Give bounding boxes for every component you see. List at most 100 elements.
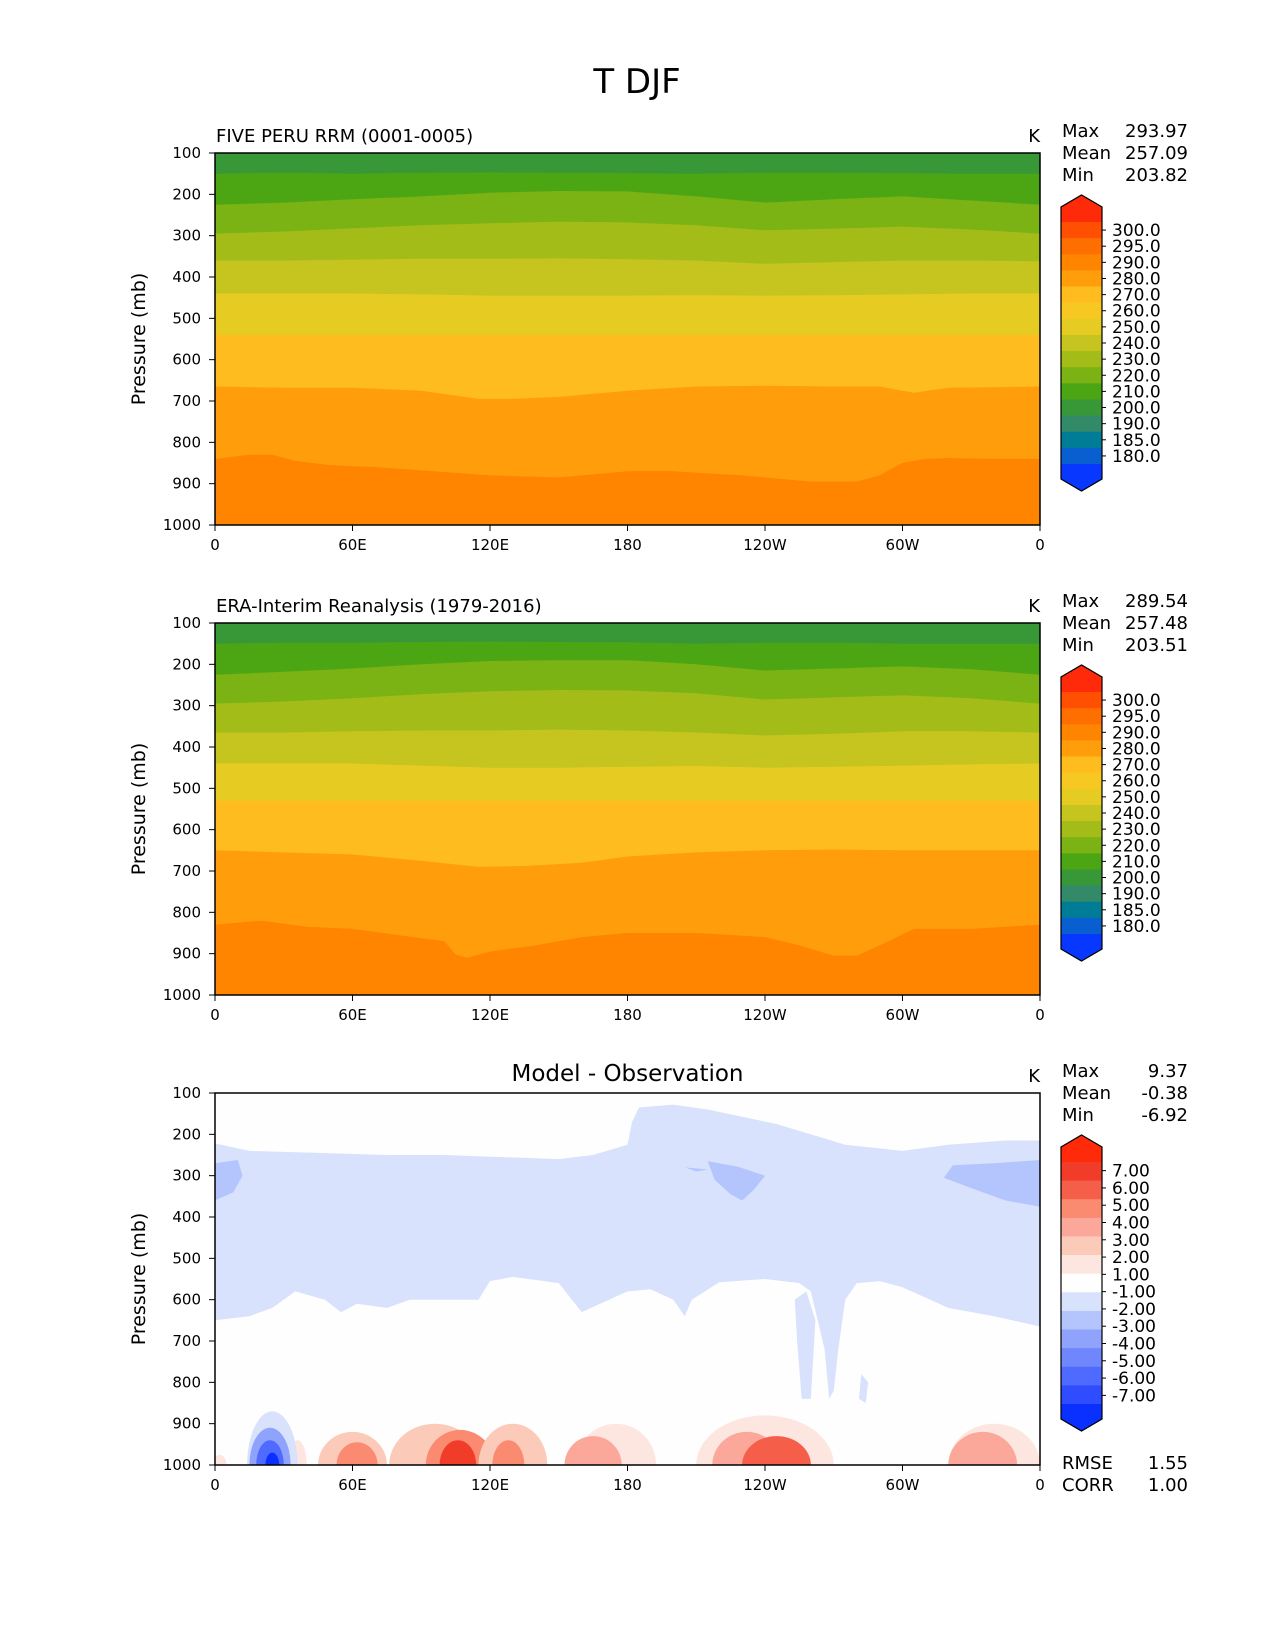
x-tick-label: 0: [210, 536, 220, 554]
y-tick-label: 700: [172, 1332, 201, 1350]
colorbar-swatch: [1061, 270, 1102, 288]
stat-value: -0.38: [1141, 1083, 1188, 1104]
stat-label: Max: [1062, 591, 1100, 612]
y-tick-label: 200: [172, 655, 201, 673]
y-tick-label: 300: [172, 697, 201, 715]
x-tick-label: 60E: [338, 1006, 367, 1024]
colorbar-extend-max: [1061, 195, 1102, 222]
x-tick-label: 60E: [338, 1476, 367, 1494]
stat-value: 289.54: [1125, 591, 1188, 612]
x-tick-label: 120W: [743, 536, 787, 554]
contour-blob: [742, 1436, 811, 1465]
colorbar-label: -3.00: [1112, 1317, 1156, 1337]
plot-area: [215, 1093, 1040, 1465]
contour-band: [859, 1374, 869, 1403]
units-label: K: [1028, 596, 1041, 617]
y-tick-label: 900: [172, 945, 201, 963]
x-tick-label: 60W: [886, 536, 920, 554]
colorbar-label: 200.0: [1112, 869, 1161, 889]
colorbar-swatch: [1061, 1348, 1102, 1368]
stat-label: Min: [1062, 635, 1094, 656]
stat-value: 9.37: [1148, 1061, 1188, 1082]
colorbar-swatch: [1061, 1385, 1102, 1405]
colorbar-swatch: [1061, 367, 1102, 384]
y-tick-label: 1000: [163, 986, 201, 1004]
y-tick-label: 300: [172, 227, 201, 245]
colorbar-swatch: [1061, 431, 1102, 449]
x-tick-label: 120W: [743, 1476, 787, 1494]
stat-label: Min: [1062, 165, 1094, 186]
contour-band: [707, 1161, 765, 1201]
y-tick-label: 900: [172, 1415, 201, 1433]
colorbar-swatch: [1061, 1162, 1102, 1182]
colorbar-label: 4.00: [1112, 1214, 1150, 1234]
colorbar-swatch: [1061, 1329, 1102, 1349]
y-tick-label: 800: [172, 433, 201, 451]
colorbar: 300.0295.0290.0280.0270.0260.0250.0240.0…: [1060, 664, 1161, 962]
chart-panel-2: 100 200 300 400 500 600 700 800 900 1000 0 60E 120E 1…: [128, 591, 1188, 1024]
colorbar-label: 260.0: [1112, 772, 1161, 792]
colorbar-label: 220.0: [1112, 836, 1161, 856]
y-tick-label: 600: [172, 1291, 201, 1309]
x-tick-label: 180: [613, 1476, 642, 1494]
colorbar-label: 300.0: [1112, 691, 1161, 711]
rmse-value: 1.55: [1148, 1453, 1188, 1474]
colorbar-extend-max: [1061, 1135, 1102, 1162]
colorbar-label: 240.0: [1112, 334, 1161, 354]
colorbar-label: 280.0: [1112, 269, 1161, 289]
y-tick-label: 400: [172, 268, 201, 286]
colorbar-swatch: [1061, 318, 1102, 336]
colorbar-swatch: [1061, 1217, 1102, 1237]
colorbar-extend-min: [1061, 934, 1102, 961]
y-tick-label: 500: [172, 309, 201, 327]
y-tick-label: 200: [172, 1125, 201, 1143]
colorbar-swatch: [1061, 334, 1102, 352]
y-tick-label: 500: [172, 779, 201, 797]
colorbar-label: -5.00: [1112, 1352, 1156, 1372]
colorbar-label: 240.0: [1112, 804, 1161, 824]
x-tick-label: 0: [1035, 1006, 1045, 1024]
stat-label: Mean: [1062, 1083, 1111, 1104]
colorbar-swatch: [1061, 708, 1102, 725]
x-tick-label: 60W: [886, 1476, 920, 1494]
colorbar-label: 270.0: [1112, 286, 1161, 306]
colorbar-swatch: [1061, 1199, 1102, 1219]
y-tick-label: 800: [172, 903, 201, 921]
x-tick-label: 0: [210, 1006, 220, 1024]
colorbar-label: -4.00: [1112, 1335, 1156, 1355]
colorbar-label: 200.0: [1112, 399, 1161, 419]
contour-band: [215, 1160, 243, 1201]
y-tick-label: 300: [172, 1167, 201, 1185]
panel-title: FIVE PERU RRM (0001-0005): [216, 126, 473, 147]
colorbar-label: 6.00: [1112, 1179, 1150, 1199]
corr-value: 1.00: [1148, 1475, 1188, 1496]
colorbar-swatch: [1061, 447, 1102, 465]
colorbar-label: 1.00: [1112, 1265, 1150, 1285]
colorbar-label: 190.0: [1112, 415, 1161, 435]
stat-label: Max: [1062, 121, 1100, 142]
contour-blob: [336, 1442, 378, 1465]
colorbar-swatch: [1061, 853, 1102, 870]
colorbar-swatch: [1061, 302, 1102, 320]
colorbar-label: 185.0: [1112, 431, 1161, 451]
y-tick-label: 800: [172, 1373, 201, 1391]
units-label: K: [1028, 1066, 1041, 1087]
colorbar-extend-max: [1061, 665, 1102, 692]
colorbar-swatch: [1061, 383, 1102, 400]
colorbar-label: 230.0: [1112, 820, 1161, 840]
colorbar-label: 295.0: [1112, 707, 1161, 727]
contour-blob: [439, 1440, 477, 1465]
colorbar-swatch: [1061, 286, 1102, 304]
y-axis-label: Pressure (mb): [128, 273, 150, 406]
contour-band: [794, 1291, 816, 1399]
colorbar-label: 220.0: [1112, 366, 1161, 386]
colorbar-swatch: [1061, 821, 1102, 838]
stat-value: 293.97: [1125, 121, 1188, 142]
stat-value: 257.48: [1125, 613, 1188, 634]
x-tick-label: 120E: [471, 536, 509, 554]
colorbar-swatch: [1061, 788, 1102, 806]
y-axis-label: Pressure (mb): [128, 743, 150, 876]
contour-blob: [948, 1431, 1018, 1465]
colorbar: 7.006.005.004.003.002.001.00-1.00-2.00-3…: [1060, 1134, 1156, 1432]
